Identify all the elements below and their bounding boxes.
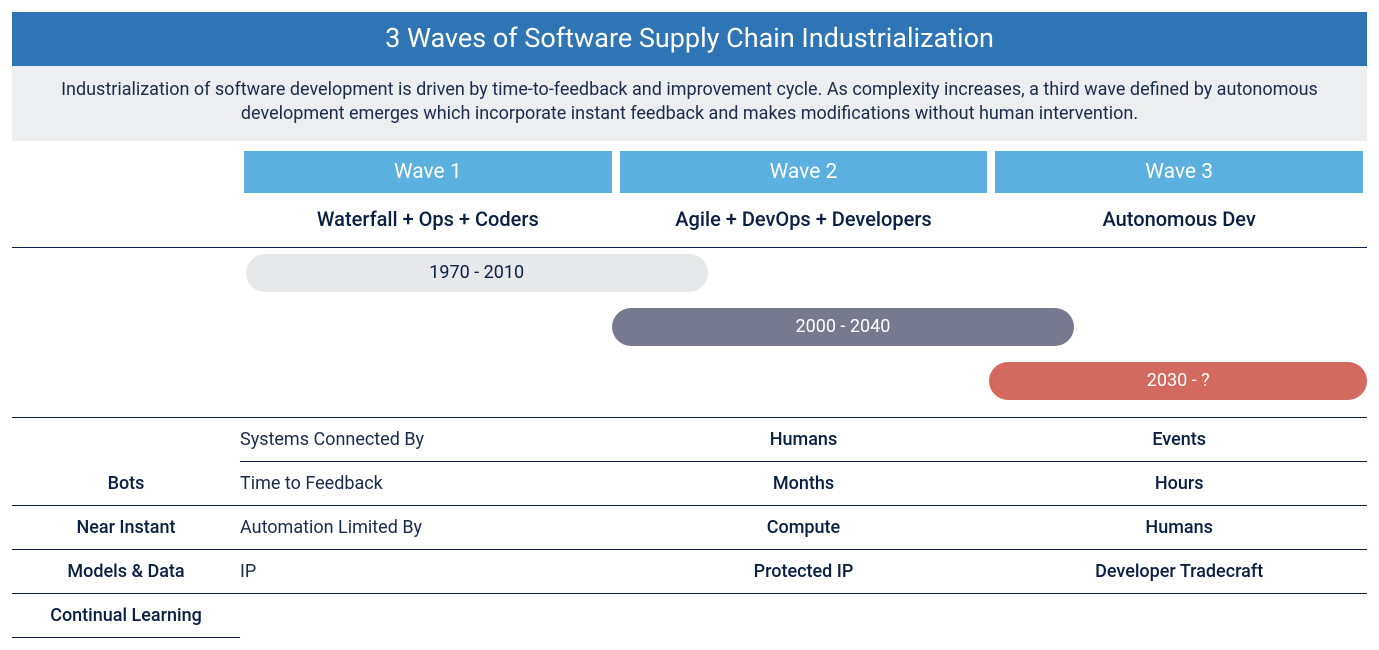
attr-label: Automation Limited By — [240, 506, 616, 550]
attr-cell: Continual Learning — [12, 594, 240, 638]
grid-spacer — [12, 151, 240, 193]
attr-cell: Events — [991, 418, 1367, 462]
attr-cell: Protected IP — [616, 550, 992, 594]
wave-3-approach: Autonomous Dev — [991, 193, 1367, 245]
timeline-pill-3: 2030 - ? — [989, 362, 1367, 400]
attr-cell: Hours — [991, 462, 1367, 506]
attr-label: Systems Connected By — [240, 418, 616, 462]
timeline-label-spacer — [12, 252, 240, 418]
timeline-pill-1: 1970 - 2010 — [246, 254, 708, 292]
timeline-area: 1970 - 2010 2000 - 2040 2030 - ? — [240, 252, 1367, 418]
attr-cell: Compute — [616, 506, 992, 550]
attr-cell: Near Instant — [12, 506, 240, 550]
infographic-subtitle: Industrialization of software developmen… — [12, 66, 1367, 141]
timeline-pill-2: 2000 - 2040 — [612, 308, 1074, 346]
attr-cell: Bots — [12, 462, 240, 506]
grid-spacer — [12, 193, 240, 245]
attr-cell: Months — [616, 462, 992, 506]
attr-cell: Humans — [616, 418, 992, 462]
wave-2-approach: Agile + DevOps + Developers — [616, 193, 992, 245]
main-grid: Wave 1 Wave 2 Wave 3 Waterfall + Ops + C… — [12, 151, 1367, 638]
attr-label: IP — [240, 550, 616, 594]
infographic-title: 3 Waves of Software Supply Chain Industr… — [12, 12, 1367, 66]
infographic-container: 3 Waves of Software Supply Chain Industr… — [12, 12, 1367, 638]
wave-1-header: Wave 1 — [244, 151, 612, 193]
grid-spacer — [12, 418, 240, 462]
attr-cell: Developer Tradecraft — [991, 550, 1367, 594]
attr-label: Time to Feedback — [240, 462, 616, 506]
attr-cell: Models & Data — [12, 550, 240, 594]
wave-1-approach: Waterfall + Ops + Coders — [240, 193, 616, 245]
divider — [12, 247, 1367, 248]
attr-cell: Humans — [991, 506, 1367, 550]
wave-3-header: Wave 3 — [995, 151, 1363, 193]
wave-2-header: Wave 2 — [620, 151, 988, 193]
